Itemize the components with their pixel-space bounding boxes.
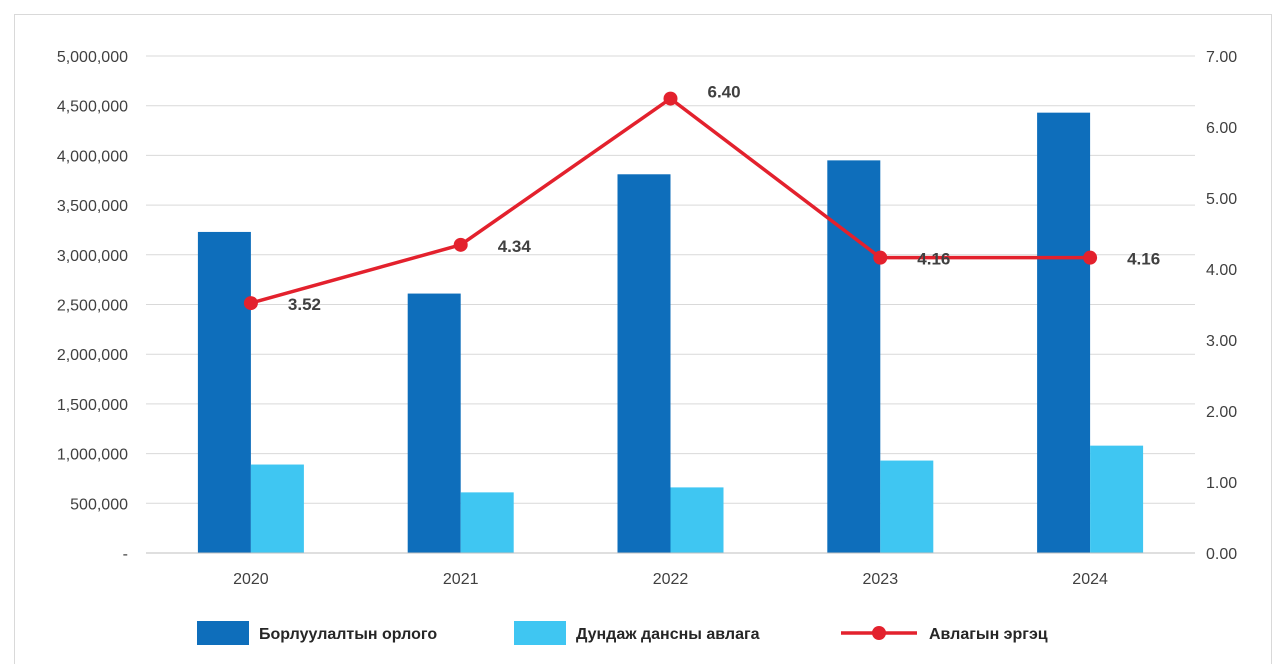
right-tick-label: 2.00: [1206, 404, 1237, 421]
bar-revenue: [407, 293, 461, 553]
right-axis-ticks: 0.00 1.00 2.00 3.00 4.00 5.00 6.00 7.00: [1206, 49, 1237, 563]
turnover-data-label: 4.16: [917, 250, 950, 269]
legend-swatch-turnover-marker: [872, 626, 886, 640]
turnover-point: [243, 296, 258, 311]
right-tick-label: 0.00: [1206, 546, 1237, 563]
bar-receivables: [460, 492, 514, 553]
bar-revenue: [1037, 112, 1091, 554]
legend: Борлуулалтын орлого Дундаж дансны авлага А…: [197, 621, 1048, 645]
turnover-point: [663, 91, 678, 106]
turnover-data-label: 3.52: [288, 295, 321, 314]
right-tick-label: 7.00: [1206, 49, 1237, 66]
turnover-point: [453, 237, 468, 252]
right-tick-label: 5.00: [1206, 191, 1237, 208]
turnover-line-series: 3.52 4.34 6.40 4.16 4.16: [243, 83, 1160, 314]
legend-label-receivables: Дундаж дансны авлага: [576, 626, 760, 643]
legend-swatch-receivables: [514, 621, 566, 645]
turnover-data-label: 4.34: [498, 237, 532, 256]
left-axis-ticks: - 500,000 1,000,000 1,500,000 2,000,000 2,500…: [57, 49, 128, 563]
bar-receivables: [250, 464, 304, 553]
bar-revenue: [617, 174, 671, 553]
right-tick-label: 6.00: [1206, 120, 1237, 137]
left-tick-label: -: [123, 546, 128, 563]
x-tick-label: 2020: [233, 571, 269, 588]
x-axis-ticks: 2020 2021 2022 2023 2024: [233, 571, 1108, 588]
turnover-point: [1083, 250, 1098, 265]
left-tick-label: 5,000,000: [57, 49, 128, 66]
left-tick-label: 3,000,000: [57, 248, 128, 265]
bar-receivables: [1090, 445, 1144, 553]
turnover-point: [873, 250, 888, 265]
left-tick-label: 2,000,000: [57, 347, 128, 364]
left-tick-label: 4,500,000: [57, 99, 128, 116]
turnover-data-label: 6.40: [708, 83, 741, 102]
right-tick-label: 1.00: [1206, 475, 1237, 492]
bar-receivables: [880, 460, 934, 553]
x-tick-label: 2021: [443, 571, 479, 588]
bar-revenue: [827, 160, 881, 553]
left-tick-label: 1,000,000: [57, 447, 128, 464]
left-tick-label: 3,500,000: [57, 198, 128, 215]
right-tick-label: 3.00: [1206, 333, 1237, 350]
left-tick-label: 4,000,000: [57, 148, 128, 165]
legend-label-revenue: Борлуулалтын орлого: [259, 626, 437, 643]
bar-revenue: [197, 231, 251, 554]
bars: [197, 112, 1144, 554]
left-tick-label: 500,000: [70, 496, 128, 513]
x-tick-label: 2022: [653, 571, 689, 588]
x-tick-label: 2024: [1072, 571, 1108, 588]
bar-receivables: [670, 487, 724, 553]
left-tick-label: 2,500,000: [57, 298, 128, 315]
x-tick-label: 2023: [863, 571, 899, 588]
left-tick-label: 1,500,000: [57, 397, 128, 414]
turnover-data-label: 4.16: [1127, 250, 1160, 269]
legend-swatch-revenue: [197, 621, 249, 645]
legend-label-turnover: Авлагын эргэц: [929, 626, 1048, 643]
right-tick-label: 4.00: [1206, 262, 1237, 279]
